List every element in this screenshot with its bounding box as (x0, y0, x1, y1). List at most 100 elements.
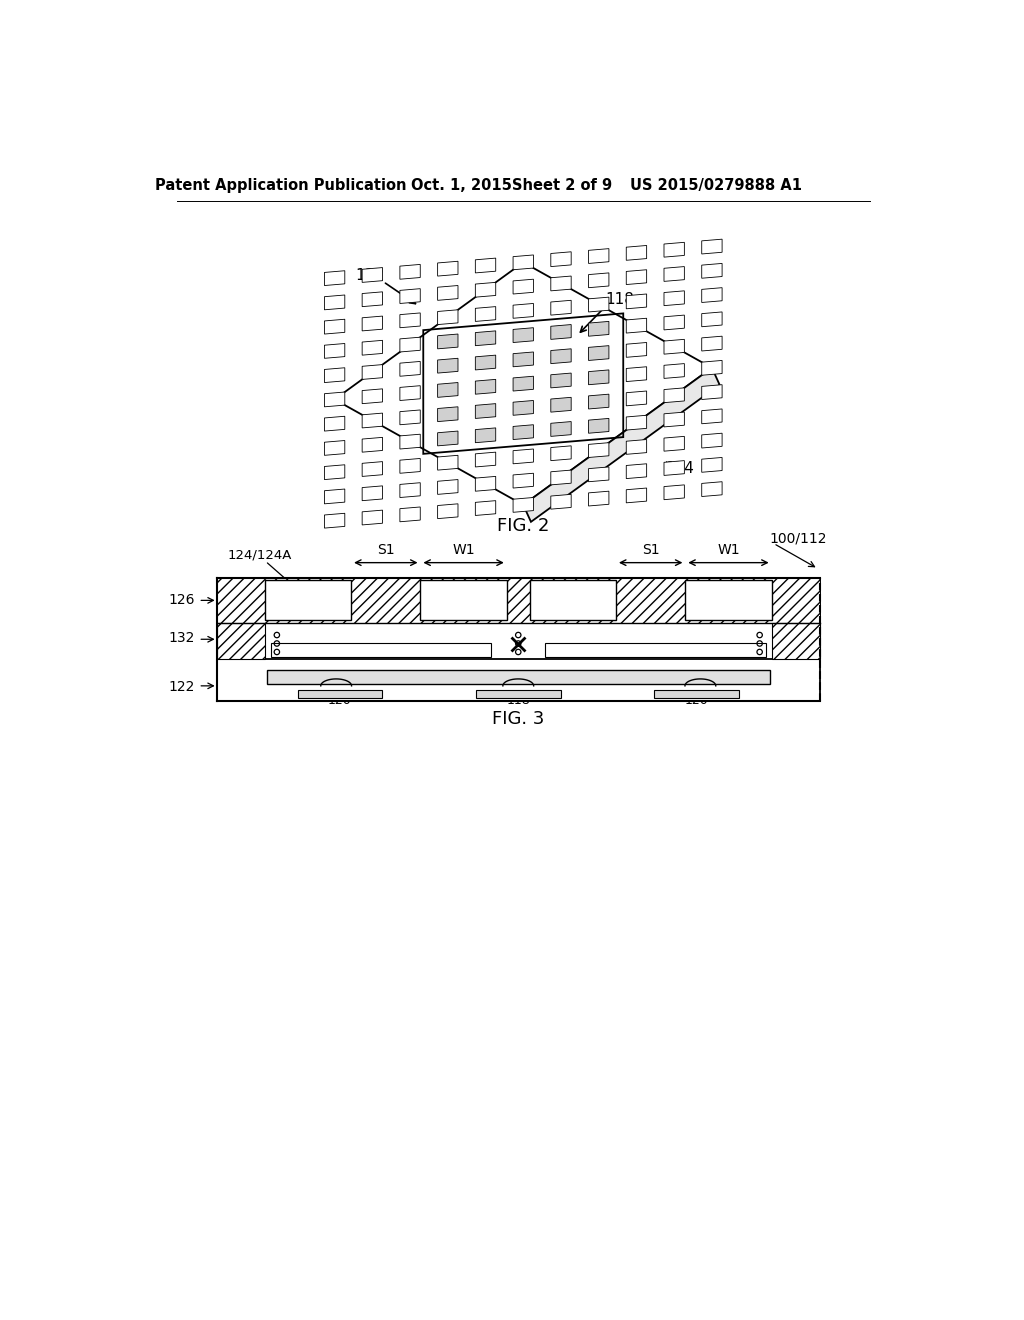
Bar (217, 578, 819, 623)
Polygon shape (400, 289, 420, 304)
Polygon shape (513, 327, 534, 342)
Polygon shape (437, 285, 458, 301)
Polygon shape (362, 341, 383, 355)
Text: 118: 118 (605, 292, 635, 306)
Polygon shape (701, 433, 722, 447)
Polygon shape (400, 313, 420, 327)
Text: 132: 132 (168, 631, 195, 644)
Polygon shape (523, 368, 720, 521)
Polygon shape (664, 363, 684, 379)
Polygon shape (325, 368, 345, 383)
Polygon shape (627, 318, 646, 333)
Text: 122: 122 (168, 680, 195, 694)
Bar (217, 623, 819, 659)
Polygon shape (701, 312, 722, 327)
Bar (421, 581, 507, 620)
Text: 120: 120 (685, 694, 709, 708)
Text: W1: W1 (717, 544, 739, 557)
Text: Patent Application Publication: Patent Application Publication (155, 178, 407, 193)
Polygon shape (362, 268, 383, 282)
Polygon shape (362, 315, 383, 331)
Polygon shape (437, 261, 458, 276)
Polygon shape (325, 416, 345, 432)
Polygon shape (475, 355, 496, 370)
Polygon shape (627, 294, 646, 309)
Text: 132: 132 (473, 643, 497, 656)
Bar (217, 659, 819, 701)
Text: 124/124A: 124/124A (227, 548, 292, 561)
Polygon shape (437, 358, 458, 374)
Text: Sheet 2 of 9: Sheet 2 of 9 (512, 178, 611, 193)
Bar (217, 578, 819, 623)
Polygon shape (627, 463, 646, 479)
Polygon shape (551, 252, 571, 267)
Polygon shape (589, 346, 609, 360)
Polygon shape (362, 486, 383, 500)
Polygon shape (513, 376, 534, 391)
Text: W1: W1 (453, 544, 475, 557)
Polygon shape (589, 297, 609, 312)
Polygon shape (589, 370, 609, 384)
Bar (685, 581, 772, 620)
Polygon shape (513, 280, 534, 294)
Polygon shape (664, 315, 684, 330)
Polygon shape (475, 331, 496, 346)
Bar (476, 690, 560, 698)
Polygon shape (513, 400, 534, 416)
Polygon shape (400, 337, 420, 352)
Polygon shape (589, 418, 609, 433)
Polygon shape (513, 474, 534, 488)
Text: 100/112: 100/112 (770, 531, 827, 545)
Polygon shape (701, 360, 722, 375)
Polygon shape (589, 442, 609, 458)
Bar (270, 643, 492, 656)
Bar (298, 690, 382, 698)
Polygon shape (513, 304, 534, 318)
Bar (267, 671, 770, 684)
Polygon shape (551, 374, 571, 388)
Polygon shape (437, 504, 458, 519)
Polygon shape (664, 388, 684, 403)
Polygon shape (475, 453, 496, 467)
Polygon shape (362, 413, 383, 428)
Text: Oct. 1, 2015: Oct. 1, 2015 (412, 178, 512, 193)
Polygon shape (513, 425, 534, 440)
Bar (529, 581, 616, 620)
Polygon shape (701, 239, 722, 253)
Text: FIG. 3: FIG. 3 (493, 710, 545, 727)
Polygon shape (664, 484, 684, 500)
Polygon shape (551, 397, 571, 412)
Polygon shape (551, 276, 571, 290)
Polygon shape (400, 434, 420, 449)
Polygon shape (701, 288, 722, 302)
Polygon shape (362, 462, 383, 477)
Polygon shape (325, 488, 345, 504)
Polygon shape (551, 301, 571, 315)
Polygon shape (551, 495, 571, 510)
Polygon shape (589, 395, 609, 409)
Bar (772, 623, 819, 659)
Text: S1: S1 (377, 544, 394, 557)
Text: 132: 132 (583, 643, 606, 656)
Polygon shape (513, 449, 534, 463)
Polygon shape (437, 383, 458, 397)
Text: 124/124A: 124/124A (542, 593, 596, 602)
Polygon shape (701, 384, 722, 400)
Polygon shape (437, 334, 458, 348)
Polygon shape (589, 491, 609, 506)
Polygon shape (513, 352, 534, 367)
Polygon shape (325, 465, 345, 479)
Polygon shape (664, 339, 684, 354)
Polygon shape (325, 271, 345, 285)
Polygon shape (400, 385, 420, 400)
Polygon shape (551, 348, 571, 363)
Bar (654, 690, 739, 698)
Polygon shape (589, 273, 609, 288)
Polygon shape (664, 243, 684, 257)
Polygon shape (400, 458, 420, 474)
Polygon shape (325, 441, 345, 455)
Polygon shape (627, 269, 646, 285)
Text: 112: 112 (355, 268, 384, 282)
Polygon shape (437, 407, 458, 421)
Polygon shape (627, 440, 646, 454)
